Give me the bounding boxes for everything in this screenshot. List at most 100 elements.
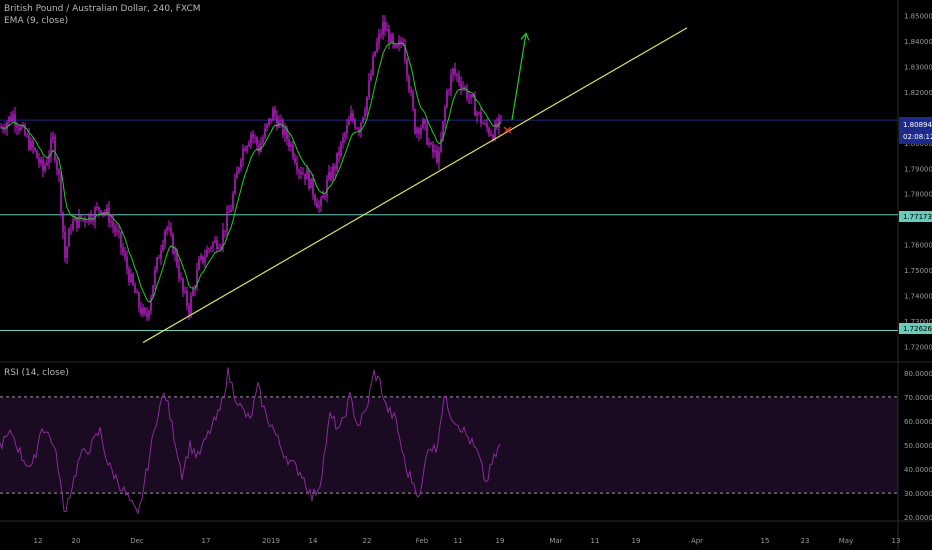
candle-body <box>500 116 502 118</box>
candle-body <box>266 124 268 129</box>
candle-body <box>424 119 426 125</box>
candle-body <box>268 118 270 125</box>
candle-body <box>292 144 294 158</box>
candle-body <box>312 178 314 196</box>
candle-body <box>174 250 176 254</box>
candle-body <box>34 148 36 151</box>
date-tick-label: 19 <box>632 537 641 545</box>
current-price-badge: 1.80894 02:08:12 <box>899 117 932 144</box>
candle-body <box>456 74 458 76</box>
candle-body <box>212 242 214 248</box>
candle-body <box>340 142 342 156</box>
price-tick-label: 1.82000 <box>904 89 932 97</box>
candle-body <box>220 245 222 249</box>
candle-body <box>422 119 424 128</box>
candle-body <box>162 243 164 251</box>
candle-body <box>482 123 484 125</box>
projection-arrow[interactable] <box>511 32 530 121</box>
candle-body <box>148 310 150 317</box>
candle-body <box>114 226 116 232</box>
candle-body <box>480 112 482 124</box>
candle-body <box>276 116 278 128</box>
date-tick-label: 19 <box>496 537 505 545</box>
candle-body <box>40 159 42 164</box>
candle-body <box>344 133 346 138</box>
candle-body <box>368 80 370 97</box>
candle-body <box>342 137 344 143</box>
candle-body <box>400 40 402 43</box>
candle-body <box>226 212 228 232</box>
price-tick-label: 1.79000 <box>904 165 932 173</box>
candle-body <box>486 123 488 129</box>
candle-body <box>214 240 216 243</box>
candle-body <box>2 127 4 130</box>
candle-body <box>144 308 146 314</box>
rsi-tick-label: 50.0000 <box>904 442 932 450</box>
candle-body <box>264 128 266 138</box>
rsi-axis[interactable]: 80.0000 70.0000 60.0000 50.0000 40.0000 30.00… <box>904 370 932 522</box>
candle-body <box>200 255 202 260</box>
candle-body <box>300 172 302 175</box>
ema-legend[interactable]: EMA (9, close) <box>4 16 69 26</box>
rsi-legend[interactable]: RSI (14, close) <box>4 368 69 378</box>
candle-body <box>74 217 76 221</box>
candle-body <box>498 117 500 128</box>
candle-body <box>494 123 496 140</box>
candle-body <box>288 139 290 147</box>
candle-body <box>370 74 372 81</box>
date-tick-label: 17 <box>202 537 211 545</box>
candle-body <box>352 113 354 121</box>
candle-body <box>432 144 434 153</box>
candle-body <box>170 228 172 234</box>
candle-body <box>176 250 178 266</box>
candle-body <box>358 128 360 133</box>
candle-body <box>440 138 442 152</box>
candle-body <box>476 112 478 116</box>
support-high-text: 1.77173 <box>903 213 932 221</box>
candle-body <box>166 227 168 231</box>
candle-body <box>314 195 316 203</box>
candle-body <box>334 165 336 170</box>
date-tick-label: 20 <box>72 537 81 545</box>
candle-body <box>412 92 414 110</box>
candle-body <box>322 195 324 199</box>
date-tick-label: 15 <box>761 537 770 545</box>
candle-body <box>278 120 280 128</box>
candle-body <box>90 213 92 221</box>
candle-body <box>58 170 60 175</box>
candle-body <box>138 292 140 308</box>
candle-body <box>448 90 450 92</box>
candle-body <box>348 120 350 126</box>
candle-body <box>62 212 64 232</box>
price-tick-label: 1.73000 <box>904 318 932 326</box>
candle-body <box>106 207 108 213</box>
candle-body <box>100 210 102 213</box>
candle-body <box>336 152 338 170</box>
rsi-tick-label: 80.0000 <box>904 370 932 378</box>
candle-body <box>488 128 490 135</box>
candle-body <box>366 96 368 111</box>
marker-stroke <box>503 126 512 134</box>
ascending-trendline[interactable] <box>142 27 688 344</box>
time-axis[interactable]: 12 20 Dec 17 2019 14 22 Feb 11 19 Mar 11 19 Apr 15 23 Ma… <box>34 537 901 545</box>
candle-body <box>420 127 422 134</box>
candle-body <box>64 231 66 258</box>
candle-body <box>218 248 220 250</box>
instrument-title[interactable]: British Pound / Australian Dollar, 240, … <box>4 4 201 14</box>
candle-body <box>84 218 86 222</box>
price-tick-label: 1.75000 <box>904 267 932 275</box>
candle-body <box>12 113 14 122</box>
candle-body <box>302 173 304 175</box>
price-tick-label: 1.83000 <box>904 64 932 72</box>
candle-body <box>286 128 288 140</box>
candle-body <box>296 163 298 171</box>
candle-body <box>374 51 376 57</box>
price-axis[interactable]: 1.850001.840001.830001.820001.800001.790… <box>904 13 932 352</box>
candle-body <box>122 247 124 253</box>
rsi-line <box>0 367 501 516</box>
candle-body <box>472 94 474 98</box>
candle-body <box>238 167 240 172</box>
candle-body <box>168 227 170 229</box>
candle-body <box>418 128 420 134</box>
